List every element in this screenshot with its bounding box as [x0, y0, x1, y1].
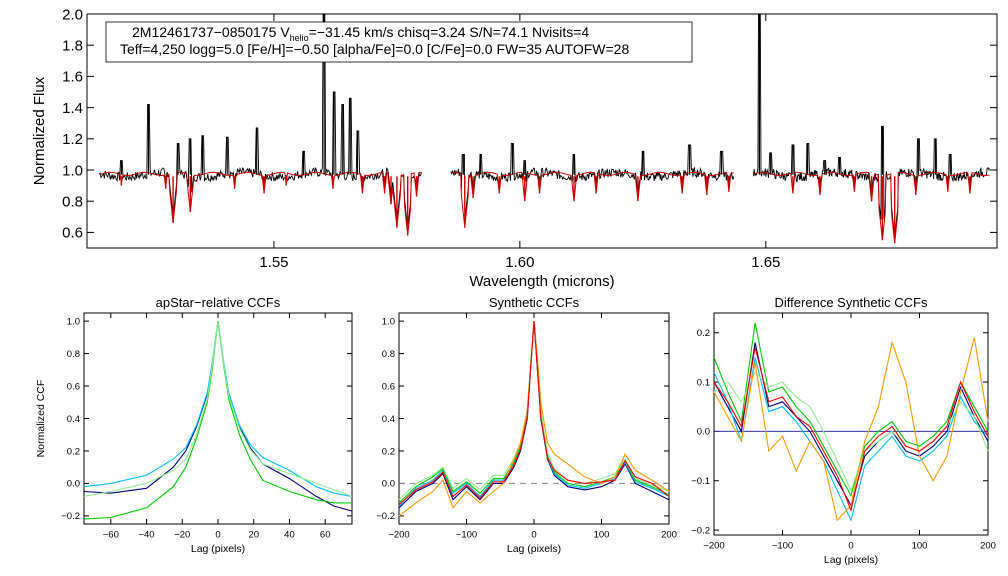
synthetic-ccf-panel: −200 −100 0 100 200 −0.2 0.0 0.2 0.4 0.6 0.8 1.0 Lag…	[376, 295, 677, 555]
info-stats: chisq=3.24 S/N=74.1 Nvisits=4	[397, 24, 589, 40]
difference_ccf-xtick-label: −200	[703, 541, 724, 552]
difference_ccf-title: Difference Synthetic CCFs	[775, 295, 928, 310]
difference_ccf-xtick-label: 100	[912, 541, 928, 552]
synthetic_ccf-title: Synthetic CCFs	[489, 295, 580, 310]
info-vhelio-value: =−31.45 km/s	[309, 24, 398, 40]
difference_ccf-xlabel: Lag (pixels)	[824, 554, 878, 566]
synthetic_ccf-xtick-label: 200	[661, 530, 677, 541]
difference_ccf-ytick-label: 0.2	[697, 328, 710, 339]
apstar_ccf-xtick-label: −40	[138, 530, 154, 541]
spectrum-info-line2: Teff=4,250 logg=5.0 [Fe/H]=−0.50 [alpha/…	[120, 41, 629, 57]
synthetic_ccf-ytick-label: −0.2	[376, 511, 395, 522]
difference_ccf-ytick-label: −0.1	[691, 476, 710, 487]
spectrum-ylabel: Normalized Flux	[31, 76, 48, 185]
synthetic_ccf-ytick-label: 0.4	[382, 414, 395, 425]
synthetic_ccf-series-visit-1	[398, 321, 670, 509]
spectrum-ytick-label: 2.0	[62, 6, 83, 23]
spectrum-info-box	[105, 21, 693, 63]
apstar_ccf-series-visit-1	[83, 321, 353, 512]
apstar_ccf-series-visit-3	[83, 321, 352, 520]
apstar_ccf-plot-frame	[83, 312, 353, 525]
apstar_ccf-ylabel: Normalized CCF	[35, 380, 47, 458]
spectrum-model-chip-1	[99, 171, 422, 234]
synthetic_ccf-series-visit-2	[398, 321, 670, 507]
spectrum-xlabel: Wavelength (microns)	[469, 273, 614, 290]
spectrum-ytick-label: 1.2	[62, 131, 83, 148]
info-star-id: 2M12461737−0850175	[132, 24, 280, 40]
apstar_ccf-series-visit-4	[83, 321, 353, 497]
spectrum-ytick-label: 1.6	[62, 69, 83, 86]
spectrum-plot-frame	[86, 13, 998, 249]
apstar_ccf-xtick-label: 40	[284, 530, 295, 541]
spectrum-ytick-label: 1.8	[62, 37, 83, 54]
difference_ccf-ytick-label: 0.1	[697, 377, 710, 388]
difference_ccf-xtick-label: 0	[848, 541, 853, 552]
difference-ccf-panel: −200 −100 0 100 200 −0.2 −0.1 0.0 0.1 0.2 Lag (pix…	[691, 295, 996, 566]
apstar_ccf-title: apStar−relative CCFs	[156, 295, 281, 310]
apstar_ccf-ytick-label: −0.2	[61, 511, 80, 522]
apstar_ccf-xlabel: Lag (pixels)	[191, 543, 245, 555]
spectrum-model-chip-2	[450, 171, 734, 225]
synthetic_ccf-xtick-label: 100	[594, 530, 610, 541]
spectrum-observed-chip-3	[753, 13, 991, 236]
apstar_ccf-series-visit-2	[83, 321, 353, 497]
difference_ccf-xtick-label: 200	[980, 541, 996, 552]
synthetic_ccf-plot-frame	[398, 312, 670, 525]
apstar_ccf-ytick-label: 0.2	[67, 446, 80, 457]
synthetic_ccf-xtick-label: −100	[456, 530, 477, 541]
synthetic_ccf-xtick-label: −200	[388, 530, 409, 541]
apstar_ccf-ytick-label: 0.4	[67, 414, 80, 425]
info-vhelio-sub: helio	[290, 33, 309, 43]
spectrum-info-line1: 2M12461737−0850175 Vhelio=−31.45 km/s ch…	[132, 24, 589, 43]
difference_ccf-xtick-label: −100	[772, 541, 793, 552]
spectrum-ytick-label: 1.0	[62, 162, 83, 179]
difference_ccf-series-visit-2	[713, 357, 989, 522]
apstar_ccf-ytick-label: 0.8	[67, 349, 80, 360]
apstar_ccf-ytick-label: 0.6	[67, 381, 80, 392]
info-vhelio-prefix: V	[280, 24, 290, 40]
spectrum-xtick-label: 1.60	[505, 254, 534, 271]
apstar_ccf-xtick-label: 60	[320, 530, 331, 541]
spectrum-xtick-label: 1.65	[751, 254, 780, 271]
synthetic_ccf-series-visit-5	[398, 321, 670, 517]
spectrum-ytick-label: 0.6	[62, 225, 83, 242]
synthetic_ccf-series-visit-6	[398, 321, 670, 505]
synthetic_ccf-ytick-label: 0.8	[382, 349, 395, 360]
difference_ccf-series-visit-3	[713, 322, 989, 497]
apstar_ccf-xtick-label: 20	[248, 530, 259, 541]
synthetic_ccf-ytick-label: 0.2	[382, 446, 395, 457]
apstar_ccf-xtick-label: −20	[174, 530, 190, 541]
spectrum-ytick-label: 1.4	[62, 100, 83, 117]
spectrum-observed-chip-2	[450, 143, 735, 219]
apstar_ccf-ytick-label: 0.0	[67, 479, 80, 490]
synthetic_ccf-xtick-label: 0	[531, 530, 536, 541]
spectrum-panel: 1.55 1.60 1.65 0.6 0.8 1.0 1.2 1.4 1.6 1.8 2.0 Wave…	[31, 6, 998, 290]
synthetic_ccf-ytick-label: 0.0	[382, 479, 395, 490]
difference_ccf-series-visit-5	[713, 337, 989, 522]
difference_ccf-ytick-label: 0.0	[697, 427, 710, 438]
apstar-ccf-panel: −60 −40 −20 0 20 40 60 −0.2 0.0 0.2 0.4 0.6 0.8 1.0 La…	[35, 295, 353, 555]
spectrum-xtick-label: 1.55	[259, 254, 288, 271]
apstar_ccf-xtick-label: −60	[103, 530, 119, 541]
difference_ccf-plot-frame	[713, 312, 989, 536]
apstar_ccf-ytick-label: 1.0	[67, 316, 80, 327]
synthetic_ccf-ytick-label: 1.0	[382, 316, 395, 327]
difference_ccf-ytick-label: −0.2	[691, 525, 710, 536]
apstar_ccf-xtick-label: 0	[215, 530, 220, 541]
synthetic_ccf-series-visit-4	[398, 321, 670, 501]
synthetic_ccf-xlabel: Lag (pixels)	[507, 543, 561, 555]
difference_ccf-series-visit-1	[713, 342, 989, 507]
synthetic_ccf-ytick-label: 0.6	[382, 381, 395, 392]
difference_ccf-series-visit-6	[713, 347, 989, 513]
spectrum-ytick-label: 0.8	[62, 193, 83, 210]
